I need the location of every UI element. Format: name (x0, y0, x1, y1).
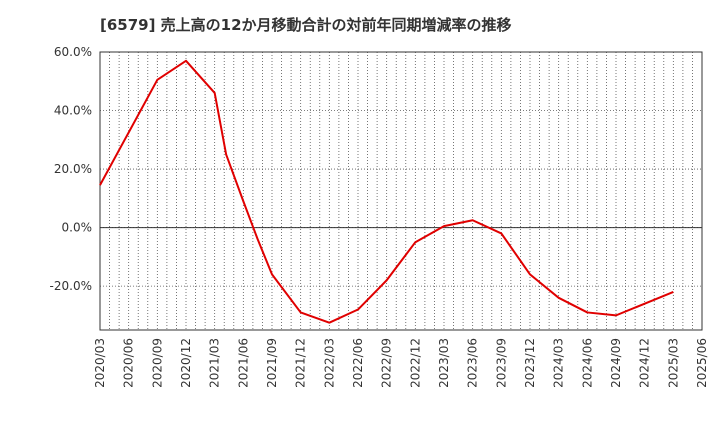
x-tick-label: 2020/06 (122, 338, 136, 388)
x-tick-label: 2023/09 (494, 338, 508, 388)
x-tick-label: 2020/03 (93, 338, 107, 388)
y-tick-label: 0.0% (62, 221, 93, 235)
grid (100, 51, 702, 330)
y-tick-label: 40.0% (54, 104, 92, 118)
x-tick-label: 2021/06 (236, 338, 250, 388)
y-tick-label: 60.0% (54, 45, 92, 59)
series-group (99, 59, 674, 324)
x-tick-label: 2020/09 (150, 338, 164, 388)
x-tick-label: 2024/03 (552, 338, 566, 388)
x-axis: 2020/03 2020/06 2020/09 2020/12 2021/03 2021/… (93, 338, 709, 388)
x-tick-label: 2023/06 (466, 338, 480, 388)
x-tick-label: 2021/12 (294, 338, 308, 388)
chart-title: [6579] 売上高の12か月移動合計の対前年同期増減率の推移 (100, 16, 512, 34)
x-tick-label: 2021/03 (208, 338, 222, 388)
y-axis: 60.0% 40.0% 20.0% 0.0% -20.0% (50, 45, 92, 293)
x-tick-label: 2025/03 (666, 338, 680, 388)
plot-area (99, 51, 703, 331)
x-tick-label: 2025/06 (695, 338, 709, 388)
x-tick-label: 2022/03 (322, 338, 336, 388)
x-tick-label: 2022/06 (351, 338, 365, 388)
x-tick-label: 2020/12 (179, 338, 193, 388)
x-tick-label: 2023/12 (523, 338, 537, 388)
x-tick-label: 2022/09 (380, 338, 394, 388)
series-line (99, 59, 674, 324)
x-tick-label: 2021/09 (265, 338, 279, 388)
x-tick-label: 2023/03 (437, 338, 451, 388)
x-tick-label: 2024/12 (638, 338, 652, 388)
x-tick-label: 2024/09 (609, 338, 623, 388)
y-tick-label: -20.0% (50, 279, 92, 293)
x-tick-label: 2024/06 (580, 338, 594, 388)
x-tick-label: 2022/12 (408, 338, 422, 388)
y-tick-label: 20.0% (54, 162, 92, 176)
